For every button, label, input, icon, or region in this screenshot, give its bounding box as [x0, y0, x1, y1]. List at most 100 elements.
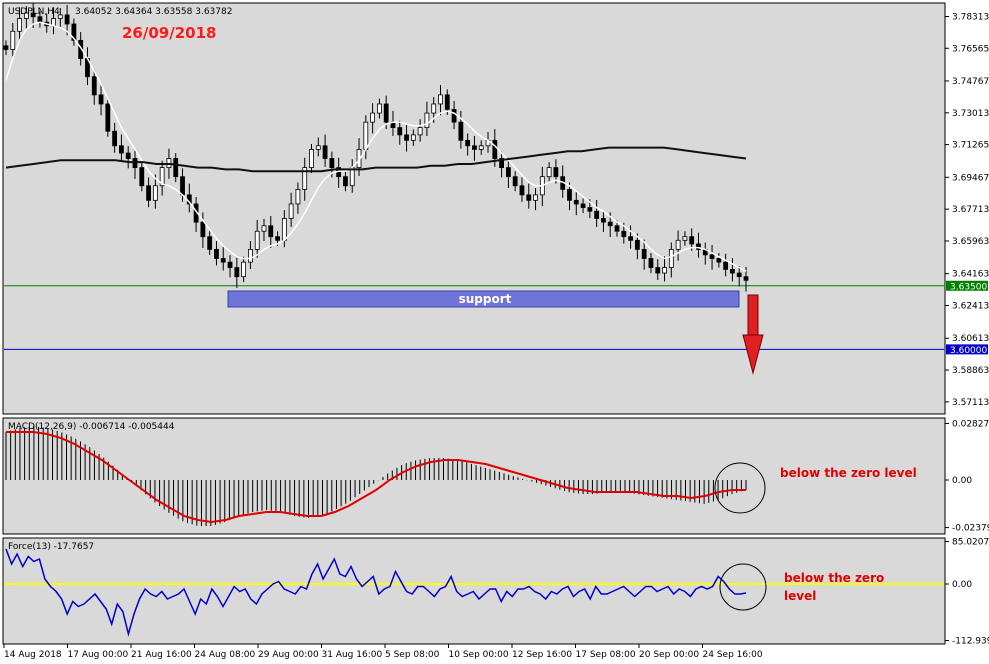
x-tick-label: 31 Aug 16:00 [322, 650, 383, 660]
candle-body-up [23, 12, 29, 19]
macd-layer [5, 426, 747, 526]
force-panel [2, 537, 946, 645]
macd-panel [2, 417, 946, 535]
candle-body-down [146, 185, 151, 201]
x-tick-label: 20 Sep 00:00 [639, 650, 699, 660]
candle-body-up [356, 149, 362, 169]
candle-body-up [662, 267, 667, 274]
candle-body-down [472, 145, 477, 150]
candle-body-down [607, 221, 613, 227]
x-tick-label: 10 Sep 00:00 [449, 650, 509, 660]
macd-highlight-circle [714, 462, 766, 514]
candle-body-down [458, 121, 464, 141]
candle-body-up [363, 121, 369, 150]
candle-body-up [417, 127, 423, 136]
x-tick-label: 24 Sep 16:00 [703, 650, 763, 660]
candle-body-down [227, 261, 233, 268]
candle-body-down [329, 158, 335, 168]
candle-body-up [675, 239, 681, 250]
force-note-line1: below the zero [784, 571, 884, 585]
candle-body-down [112, 130, 118, 147]
candle-body-down [526, 194, 532, 201]
level-tag-bg-support [946, 280, 988, 291]
candle-body-down [200, 221, 206, 238]
candle-body-up [254, 230, 260, 250]
price-y-tick-label: 3.67713 [952, 205, 989, 215]
candle-body-up [10, 30, 16, 50]
candle-body-down [397, 127, 403, 136]
axis-layer: 3.78313 3.76565 3.74767 3.73013 3.71265 3.694… [3, 12, 989, 660]
candle-body-up [309, 149, 314, 169]
candle-body-down [139, 167, 145, 187]
candle-body-up [533, 194, 538, 201]
support-label: support [459, 292, 512, 306]
level-tag-label-support: 3.63500 [950, 282, 987, 292]
candle-body-down [621, 230, 627, 238]
candle-body-down [601, 218, 606, 223]
candle-body-down [723, 261, 729, 270]
candle-body-up [410, 134, 416, 141]
candle-body-down [628, 236, 633, 241]
candle-body-down [499, 158, 504, 168]
candle-body-up [376, 103, 382, 114]
candle-body-up [478, 145, 484, 150]
x-tick-label: 5 Sep 08:00 [385, 650, 440, 660]
candle-body-down [553, 167, 559, 178]
candle-body-down [105, 103, 111, 132]
macd-y-tick-label: 0.00 [952, 476, 972, 486]
candle-body-down [91, 76, 97, 96]
candle-body-up [295, 189, 301, 205]
candle-body-up [431, 103, 437, 114]
price-panel [2, 2, 946, 415]
x-tick-label: 21 Aug 16:00 [131, 650, 192, 660]
candle-body-down [641, 248, 647, 259]
macd-note: below the zero level [780, 466, 917, 480]
candle-body-down [322, 145, 328, 159]
force-highlight-circle [719, 563, 767, 611]
candle-body-down [275, 236, 280, 241]
candle-body-up [546, 167, 552, 178]
candle-body-down [98, 94, 104, 105]
candle-body-up [57, 14, 63, 19]
price-y-tick-label: 3.78313 [952, 12, 989, 22]
force-y-tick-label: 0.00 [952, 580, 972, 590]
candle-body-down [64, 14, 70, 25]
candle-body-down [614, 225, 620, 232]
candle-body-down [404, 134, 409, 141]
candle-body-down [648, 258, 654, 268]
force-header: Force(13) -17.7657 [8, 542, 94, 552]
candle-body-up [682, 236, 688, 241]
candle-body-down [234, 267, 240, 278]
candle-body-down [465, 139, 471, 147]
candle-body-down [519, 185, 525, 196]
price-y-tick-label: 3.71265 [952, 141, 989, 151]
x-tick-label: 12 Sep 16:00 [512, 650, 572, 660]
candle-body-up [17, 18, 22, 32]
candle-body-down [505, 167, 511, 178]
price-header-ohlc: 3.64052 3.64364 3.63558 3.63782 [75, 7, 232, 17]
candle-body-down [37, 16, 43, 23]
level-tag-label-target: 3.60000 [950, 346, 987, 356]
candle-body-down [451, 109, 457, 123]
candle-body-up [241, 261, 247, 278]
candle-body-down [696, 243, 701, 250]
candle-body-down [30, 12, 36, 18]
candle-body-down [180, 176, 185, 196]
candle-body-down [634, 239, 640, 250]
x-tick-label: 14 Aug 2018 [4, 650, 62, 660]
candle-body-up [370, 112, 376, 123]
price-header-symbol: USDPLN,H4 [8, 7, 60, 17]
x-tick-label: 17 Sep 08:00 [576, 650, 636, 660]
down-arrow-icon [742, 294, 764, 375]
candle-body-up [668, 248, 674, 268]
price-y-tick-label: 3.76565 [952, 44, 989, 54]
candle-body-down [268, 225, 274, 238]
candle-body-down [125, 152, 131, 159]
candle-body-up [302, 167, 308, 190]
macd-y-tick-label: -0.02379 [952, 524, 989, 534]
price-y-tick-label: 3.60613 [952, 334, 989, 344]
candle-body-down [3, 45, 9, 50]
candle-body-down [220, 258, 226, 263]
x-tick-label: 17 Aug 00:00 [68, 650, 129, 660]
